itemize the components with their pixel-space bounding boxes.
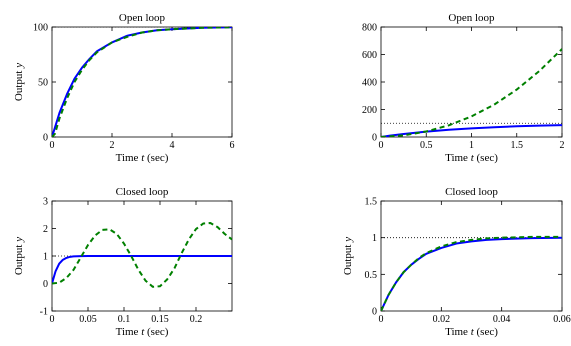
- x-tick-label: 2: [110, 140, 115, 151]
- x-tick-label: 0.02: [433, 314, 451, 325]
- series-line-solid: [52, 255, 232, 284]
- y-axis-label: Output y: [342, 237, 354, 275]
- y-tick-label: 200: [362, 105, 377, 116]
- y-tick-label: 1: [43, 252, 48, 263]
- series-group: [381, 48, 562, 137]
- y-axis-label: Output y: [13, 63, 25, 101]
- series-group: [52, 27, 232, 137]
- x-tick-label: 4: [170, 140, 175, 151]
- y-tick-label: 1.5: [365, 197, 378, 208]
- x-tick-label: 1: [469, 140, 474, 151]
- x-axis-label: Time t (sec): [116, 152, 169, 164]
- series-line-solid: [381, 236, 562, 311]
- x-tick-label: 6: [230, 140, 235, 151]
- x-tick-label: 2: [560, 140, 565, 151]
- x-axis-label: Time t (sec): [116, 326, 169, 338]
- chart-title: Open loop: [119, 12, 166, 24]
- y-tick-label: 0: [372, 307, 377, 318]
- x-tick-label: 0.05: [79, 314, 97, 325]
- x-axis-label: Time t (sec): [445, 152, 498, 164]
- series-line-solid: [52, 27, 232, 137]
- y-tick-label: 3: [43, 197, 48, 208]
- y-axis-label: Output y: [13, 237, 25, 275]
- y-tick-label: 0: [43, 133, 48, 144]
- y-tick-label: 600: [362, 50, 377, 61]
- series-line-solid: [381, 124, 562, 137]
- chart-title: Closed loop: [116, 186, 169, 198]
- x-tick-label: 0.1: [118, 314, 131, 325]
- y-tick-label: 400: [362, 78, 377, 89]
- x-tick-label: 1.5: [511, 140, 524, 151]
- x-tick-label: 0: [379, 314, 384, 325]
- y-tick-label: 100: [33, 23, 48, 34]
- x-tick-label: 0: [50, 314, 55, 325]
- chart-title: Closed loop: [445, 186, 498, 198]
- plot-frame: [380, 26, 563, 138]
- x-tick-label: 0: [50, 140, 55, 151]
- y-tick-label: 0: [372, 133, 377, 144]
- y-tick-label: 800: [362, 23, 377, 34]
- chart-panel-4: 0 0.02 0.04 0.06 0 0.5 1 1.5 Closed loop Time t (…: [342, 186, 571, 338]
- y-tick-label: -1: [40, 307, 48, 318]
- series-line-dashed: [52, 222, 232, 288]
- y-tick-label: 1: [372, 233, 377, 244]
- x-tick-label: 0.04: [493, 314, 511, 325]
- series-line-dashed: [52, 27, 232, 137]
- chart-panel-1: 0 2 4 6 0 50 100 Open loop Time t (sec) Output y: [13, 12, 235, 164]
- series-line-dashed: [381, 235, 562, 311]
- y-tick-label: 0: [43, 279, 48, 290]
- plot-frame: [380, 200, 563, 312]
- x-tick-label: 0.15: [151, 314, 169, 325]
- y-tick-label: 50: [38, 78, 48, 89]
- x-axis-label: Time t (sec): [445, 326, 498, 338]
- series-line-dashed: [381, 48, 562, 137]
- plot-frame: [51, 26, 233, 138]
- x-tick-label: 0.5: [420, 140, 433, 151]
- x-tick-label: 0: [379, 140, 384, 151]
- series-group: [52, 222, 232, 288]
- x-tick-label: 0.06: [553, 314, 571, 325]
- chart-panel-2: 0 0.5 1 1.5 2 0 200 400 600 800 Open loop Time t (s…: [362, 12, 565, 164]
- series-group: [381, 235, 562, 311]
- x-tick-label: 0.2: [190, 314, 203, 325]
- y-tick-label: 0.5: [365, 270, 378, 281]
- chart-title: Open loop: [448, 12, 495, 24]
- y-tick-label: 2: [43, 224, 48, 235]
